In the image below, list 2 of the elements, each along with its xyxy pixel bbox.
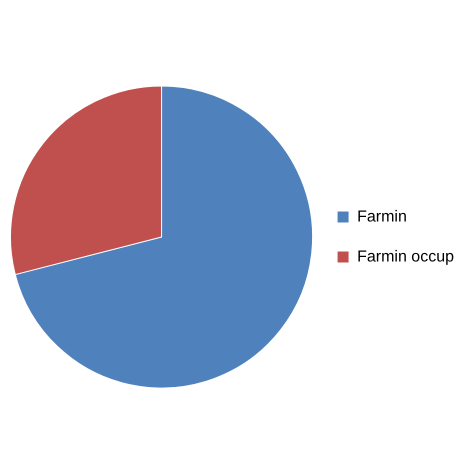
legend-label: Farmin occup	[357, 248, 454, 266]
legend-label: Farmin	[357, 208, 407, 226]
